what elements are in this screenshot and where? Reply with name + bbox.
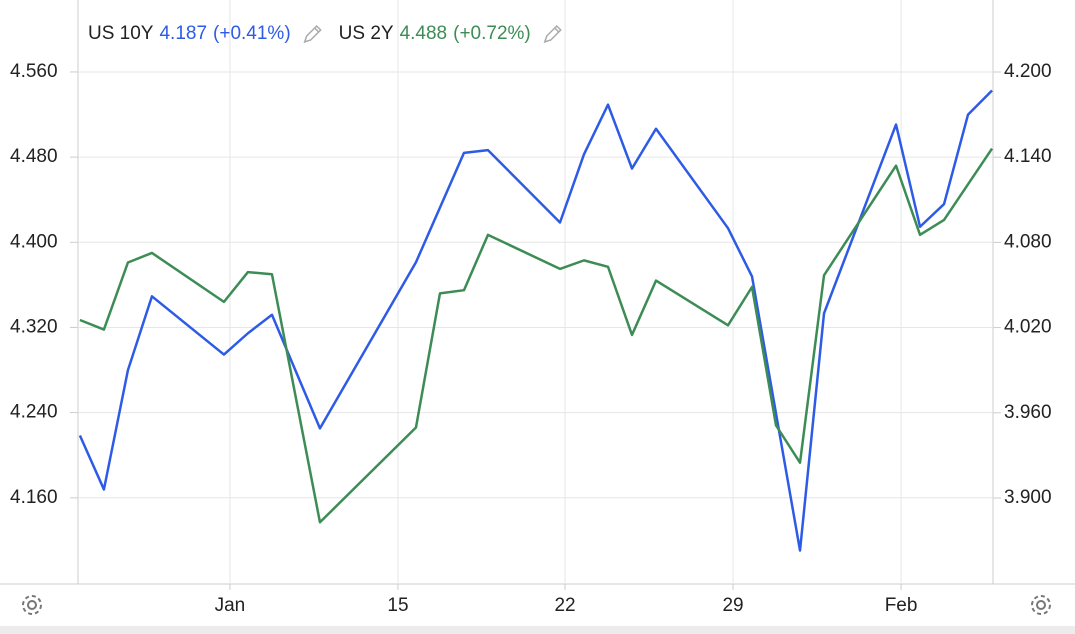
legend-item[interactable]: US 10Y 4.187 (+0.41%): [88, 23, 322, 44]
y-tick-label: 4.320: [10, 316, 58, 337]
y-tick-label: 4.480: [10, 146, 58, 167]
y-tick-label: 4.560: [10, 61, 58, 82]
x-tick-label: 22: [554, 595, 575, 616]
y2-tick-label: 3.960: [1004, 402, 1052, 423]
edit-icon[interactable]: [543, 24, 562, 44]
series-line: [78, 89, 993, 552]
legend-change: (+0.72%): [453, 23, 531, 44]
y2-tick-label: 4.140: [1004, 146, 1052, 167]
legend-change: (+0.41%): [213, 23, 291, 44]
y-tick-label: 4.400: [10, 231, 58, 252]
y-tick-label: 4.240: [10, 402, 58, 423]
legend-name: US 2Y: [339, 23, 394, 44]
x-tick-label: Jan: [215, 595, 246, 616]
edit-icon[interactable]: [303, 24, 322, 44]
legend-item[interactable]: US 2Y 4.488 (+0.72%): [339, 23, 562, 44]
x-tick-label: 15: [387, 595, 408, 616]
legend-last: 4.488: [400, 23, 448, 44]
x-tick-label: Feb: [885, 595, 918, 616]
y2-tick-label: 4.080: [1004, 231, 1052, 252]
series-line: [79, 147, 994, 524]
settings-left[interactable]: [22, 595, 42, 615]
y2-tick-label: 4.020: [1004, 317, 1052, 338]
legend-name: US 10Y: [88, 23, 154, 44]
y2-tick-label: 3.900: [1004, 487, 1052, 508]
y-tick-label: 4.160: [10, 487, 58, 508]
settings-right[interactable]: [1031, 595, 1051, 615]
y2-tick-label: 4.200: [1004, 61, 1052, 82]
legend: US 10Y 4.187 (+0.41%) US 2Y 4.488 (+0.72%): [88, 23, 562, 44]
bottom-strip: [0, 626, 1075, 634]
x-tick-label: 29: [722, 595, 743, 616]
legend-last: 4.187: [159, 23, 207, 44]
